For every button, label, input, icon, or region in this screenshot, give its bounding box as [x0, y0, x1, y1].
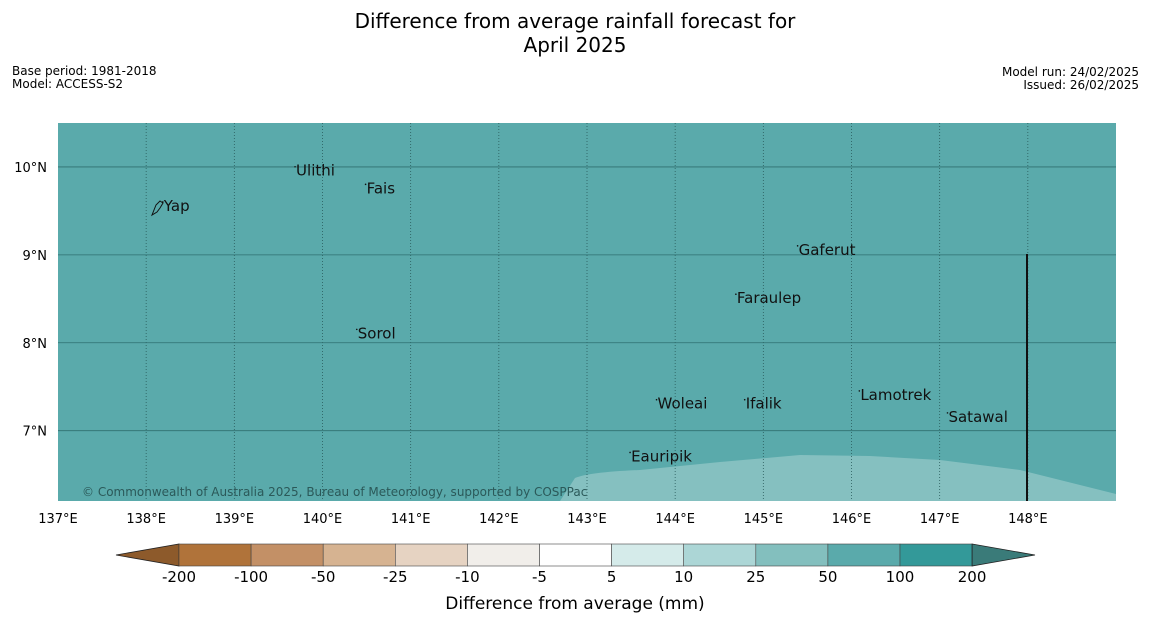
title-line-1: Difference from average rainfall forecas… — [354, 9, 796, 33]
place-label: Lamotrek — [860, 386, 931, 404]
latitude-labels: 10°N 9°N 8°N 7°N — [14, 161, 47, 440]
island-marker — [946, 412, 949, 414]
chart-title: Difference from average rainfall forecas… — [0, 9, 1150, 57]
colorbar-tick-label: -10 — [455, 568, 480, 586]
island-marker — [355, 328, 358, 331]
island-marker — [294, 165, 296, 168]
longitude-labels: 137°E 138°E 139°E 140°E 141°E 142°E 143°E 144°E… — [38, 512, 1047, 527]
place-label: Ifalik — [746, 395, 782, 413]
meta-left: Base period: 1981-2018 Model: ACCESS-S2 — [12, 65, 157, 91]
place-labels: Yap Ulithi Fais Gaferut Faraulep Sorol Lamotre… — [162, 162, 1008, 465]
longitude-tick-label: 144°E — [655, 512, 695, 527]
latitude-tick-label: 7°N — [23, 425, 48, 440]
colorbar-tick-label: 100 — [885, 568, 915, 586]
colorbar-tick-label: -100 — [234, 568, 269, 586]
place-label: Eauripik — [631, 447, 692, 465]
longitude-tick-label: 139°E — [215, 512, 255, 527]
longitude-tick-label: 146°E — [832, 512, 872, 527]
colorbar-segment — [467, 543, 540, 567]
longitude-tick-label: 140°E — [303, 512, 343, 527]
colorbar-title: Difference from average (mm) — [445, 594, 705, 614]
island-marker — [858, 390, 861, 392]
issued-date: Issued: 26/02/2025 — [1023, 78, 1139, 92]
place-label: Ulithi — [296, 162, 335, 180]
island-marker — [796, 245, 799, 247]
longitude-tick-label: 138°E — [126, 512, 166, 527]
colorbar-tick-label: 50 — [818, 568, 838, 586]
longitude-tick-label: 148°E — [1008, 512, 1048, 527]
map-panel: Yap Ulithi Fais Gaferut Faraulep Sorol Lamotre… — [14, 123, 1116, 527]
colorbar-segment — [827, 543, 901, 567]
place-label: Faraulep — [737, 289, 801, 307]
colorbar-segment — [394, 543, 468, 567]
colorbar-tick-label: -25 — [383, 568, 408, 586]
latitude-tick-label: 8°N — [23, 337, 48, 352]
colorbar-tick-label: -5 — [532, 568, 547, 586]
title-line-2: April 2025 — [523, 33, 627, 57]
longitude-tick-label: 147°E — [920, 512, 960, 527]
island-marker — [162, 201, 164, 203]
longitude-tick-label: 145°E — [744, 512, 784, 527]
model-name: Model: ACCESS-S2 — [12, 77, 124, 91]
place-label: Woleai — [658, 395, 708, 413]
colorbar-segment — [178, 543, 252, 567]
longitude-tick-label: 142°E — [479, 512, 519, 527]
island-marker — [743, 398, 746, 401]
place-label: Satawal — [948, 408, 1007, 426]
latitude-tick-label: 10°N — [14, 161, 47, 176]
colorbar-tick-label: -200 — [161, 568, 197, 586]
colorbar-tick-label: 10 — [674, 568, 694, 586]
island-marker — [735, 293, 737, 296]
longitude-tick-label: 137°E — [38, 512, 78, 527]
meta-right: Model run: 24/02/2025 Issued: 26/02/2025 — [1002, 66, 1139, 92]
yap-island-outline — [150, 200, 164, 217]
island-marker — [655, 398, 658, 401]
light-rain-region — [560, 455, 1116, 501]
colorbar-extend-low — [115, 543, 180, 567]
latitude-tick-label: 9°N — [23, 249, 48, 264]
colorbar-segment — [899, 543, 973, 567]
place-label: Sorol — [358, 324, 396, 342]
colorbar-segment — [250, 543, 324, 567]
colorbar-segment — [611, 543, 684, 567]
island-marker — [629, 451, 631, 454]
gridlines — [58, 123, 1116, 501]
colorbar-extend-high — [971, 543, 1036, 567]
colorbar-tick-label: -50 — [310, 568, 336, 586]
place-label: Gaferut — [799, 241, 856, 259]
base-period: Base period: 1981-2018 — [12, 64, 157, 78]
colorbar-tick-label: 25 — [746, 568, 766, 586]
copyright-text: © Commonwealth of Australia 2025, Bureau… — [82, 485, 587, 499]
colorbar-segment — [322, 543, 396, 567]
place-label: Yap — [163, 197, 190, 215]
colorbar-segment — [683, 543, 757, 567]
colorbar-tick-label: 5 — [606, 568, 617, 586]
island-marker — [364, 183, 367, 186]
colorbar-tick-label: 200 — [957, 568, 987, 586]
longitude-tick-label: 143°E — [567, 512, 607, 527]
colorbar-segment — [539, 543, 612, 567]
colorbar-segment — [755, 543, 829, 567]
longitude-tick-label: 141°E — [391, 512, 431, 527]
place-label: Fais — [367, 179, 396, 197]
colorbar-segments — [115, 543, 1036, 567]
model-run: Model run: 24/02/2025 — [1001, 65, 1139, 79]
